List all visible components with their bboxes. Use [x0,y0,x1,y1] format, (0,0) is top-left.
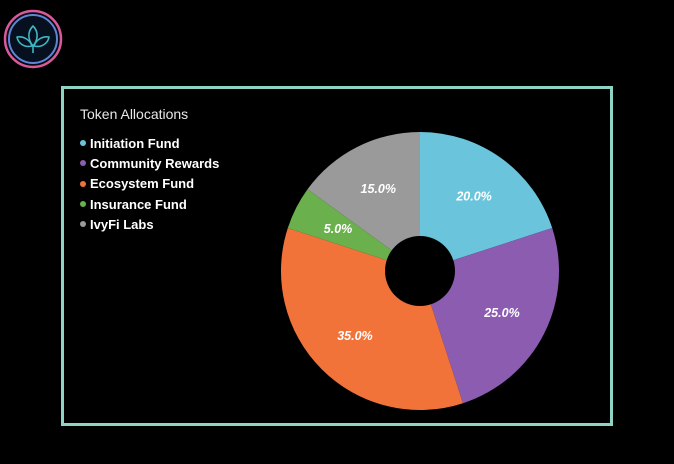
legend-item: Insurance Fund [80,194,219,214]
legend-marker [80,201,86,208]
slice-label-ecosystem-fund: 35.0% [337,329,372,343]
legend-marker [80,160,86,167]
legend-marker [80,180,86,187]
chart-title: Token Allocations [80,106,189,122]
slice-label-ivyfi-labs: 15.0% [361,182,396,196]
slice-label-community-rewards: 25.0% [483,306,519,320]
legend-label: Initiation Fund [90,135,180,151]
legend-item: Ecosystem Fund [80,174,219,194]
legend-item: Initiation Fund [80,133,219,153]
ivy-leaf-logo [3,9,63,69]
slice-label-insurance-fund: 5.0% [324,222,353,236]
donut-hole [385,236,455,306]
chart-legend: Initiation Fund Community Rewards Ecosys… [80,133,219,234]
legend-label: Community Rewards [90,155,220,171]
slice-initiation-fund [420,132,553,271]
slice-label-initiation-fund: 20.0% [455,190,491,204]
slice-ivyfi-labs [307,132,420,271]
slice-insurance-fund [287,189,420,271]
legend-label: Insurance Fund [90,196,187,212]
legend-item: IvyFi Labs [80,214,219,234]
legend-label: Ecosystem Fund [90,176,195,192]
slice-labels: 20.0% 25.0% 35.0% 5.0% 15.0% [324,182,520,343]
legend-label: IvyFi Labs [90,216,154,232]
legend-marker [80,140,86,147]
legend-item: Community Rewards [80,153,219,173]
chart-frame [61,86,613,426]
legend-marker [80,221,86,228]
